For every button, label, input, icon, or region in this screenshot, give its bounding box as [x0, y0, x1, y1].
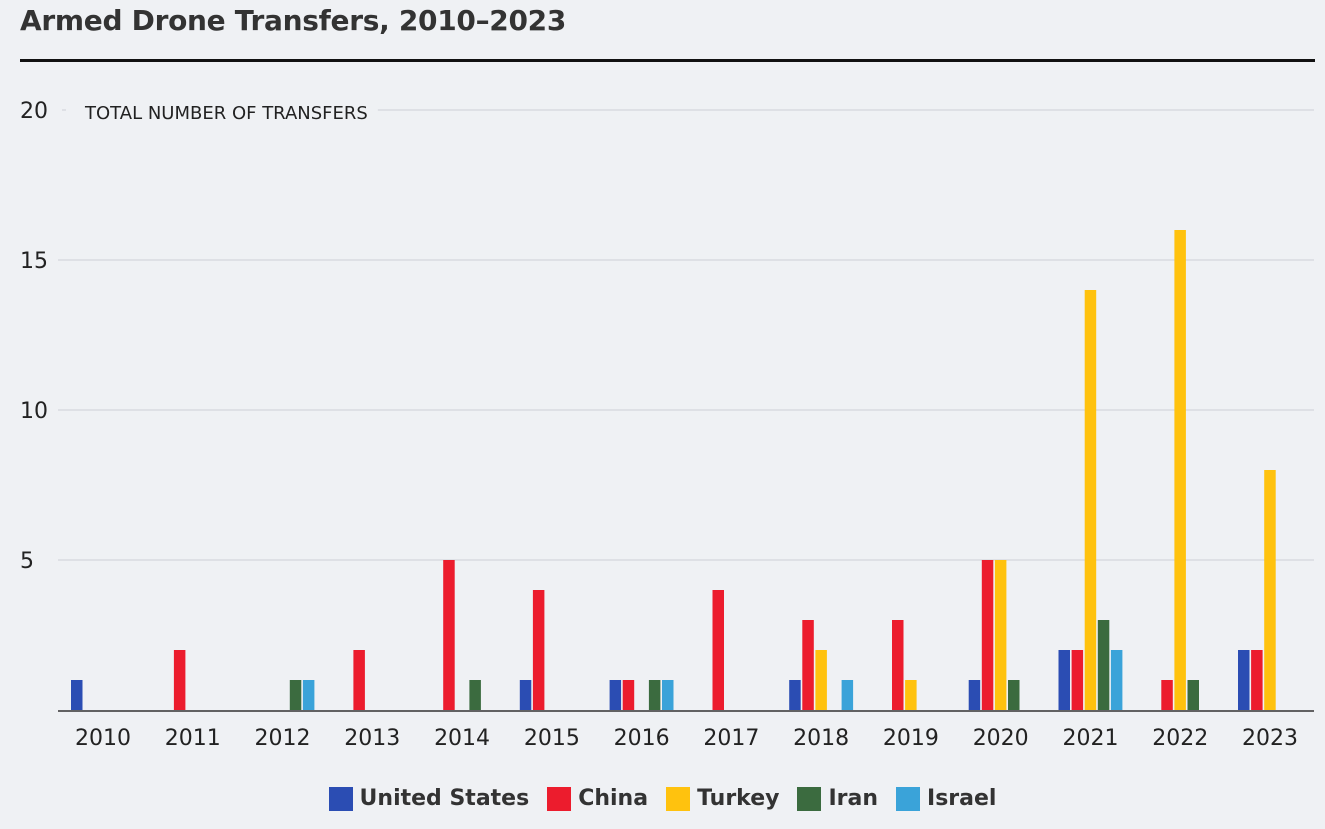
bar-united-states-2021 [1058, 650, 1070, 710]
x-tick-label: 2018 [793, 726, 849, 751]
y-tick-label: 5 [20, 549, 34, 574]
bar-iran-2012 [289, 680, 302, 710]
bar-israel-2021 [1110, 650, 1123, 710]
bar-iran-2016 [648, 680, 661, 710]
chart-title: Armed Drone Transfers, 2010–2023 [20, 4, 567, 37]
x-axis-ticks: 2010 2011 2012 2013 2014 2015 2016 2017 2018 2019… [75, 726, 1298, 751]
x-tick-label: 2021 [1062, 726, 1118, 751]
bar-turkey-2021 [1084, 290, 1097, 710]
x-tick-label: 2023 [1242, 726, 1298, 751]
x-tick-label: 2016 [614, 726, 670, 751]
bars [71, 230, 1276, 710]
bar-china-2015 [532, 590, 545, 710]
bar-israel-2012 [302, 680, 315, 710]
legend-label: Israel [927, 786, 997, 811]
legend: United States China Turkey Iran Israel [0, 786, 1325, 811]
bar-united-states-2018 [789, 680, 801, 710]
legend-item-turkey: Turkey [666, 786, 779, 811]
bar-iran-2021 [1097, 620, 1110, 710]
x-tick-label: 2015 [524, 726, 580, 751]
x-tick-label: 2011 [165, 726, 221, 751]
legend-swatch [547, 786, 572, 811]
bar-iran-2014 [469, 680, 481, 710]
bar-turkey-2018 [815, 650, 827, 710]
y-tick-label: 20 [20, 99, 48, 124]
x-tick-label: 2010 [75, 726, 131, 751]
bar-iran-2022 [1187, 680, 1199, 710]
bar-china-2011 [173, 650, 186, 710]
y-axis-ticks: 5 10 15 20 [20, 99, 48, 574]
x-tick-label: 2019 [883, 726, 939, 751]
bar-china-2017 [712, 590, 724, 710]
legend-item-iran: Iran [797, 786, 878, 811]
legend-swatch [666, 786, 691, 811]
legend-item-united-states: United States [328, 786, 530, 811]
bar-turkey-2022 [1174, 230, 1186, 710]
x-tick-label: 2017 [703, 726, 759, 751]
legend-swatch [328, 786, 353, 811]
x-tick-label: 2014 [434, 726, 490, 751]
legend-label: China [578, 786, 649, 811]
bar-china-2022 [1161, 680, 1173, 710]
legend-label: Iran [828, 786, 879, 811]
y-axis-label: TOTAL NUMBER OF TRANSFERS [84, 103, 368, 124]
bar-china-2014 [443, 560, 455, 710]
x-tick-label: 2022 [1152, 726, 1208, 751]
bar-china-2020 [981, 560, 994, 710]
bar-united-states-2016 [609, 680, 622, 710]
grid-lines [58, 109, 1314, 561]
x-tick-label: 2013 [344, 726, 400, 751]
y-label-backdrop [66, 103, 378, 124]
bar-turkey-2020 [994, 560, 1007, 710]
bar-china-2016 [622, 680, 635, 710]
bar-china-2019 [892, 620, 904, 710]
x-tick-label: 2020 [973, 726, 1029, 751]
bar-united-states-2020 [968, 680, 981, 710]
bar-united-states-2010 [71, 680, 83, 710]
legend-swatch [797, 786, 822, 811]
legend-swatch [896, 786, 921, 811]
bar-israel-2016 [662, 680, 674, 710]
bar-china-2013 [353, 650, 365, 710]
bar-iran-2020 [1008, 680, 1020, 710]
x-tick-label: 2012 [255, 726, 311, 751]
legend-label: United States [359, 786, 530, 811]
bar-china-2018 [802, 620, 814, 710]
bar-china-2021 [1071, 650, 1084, 710]
y-tick-label: 15 [20, 249, 48, 274]
legend-label: Turkey [697, 786, 780, 811]
y-tick-label: 10 [20, 399, 48, 424]
bar-united-states-2023 [1238, 650, 1250, 710]
title-divider [20, 59, 1315, 62]
bar-israel-2018 [841, 680, 854, 710]
legend-item-israel: Israel [896, 786, 996, 811]
bar-turkey-2023 [1264, 470, 1276, 710]
bar-china-2023 [1251, 650, 1263, 710]
legend-item-china: China [547, 786, 648, 811]
bar-united-states-2015 [519, 680, 532, 710]
bar-turkey-2019 [905, 680, 917, 710]
